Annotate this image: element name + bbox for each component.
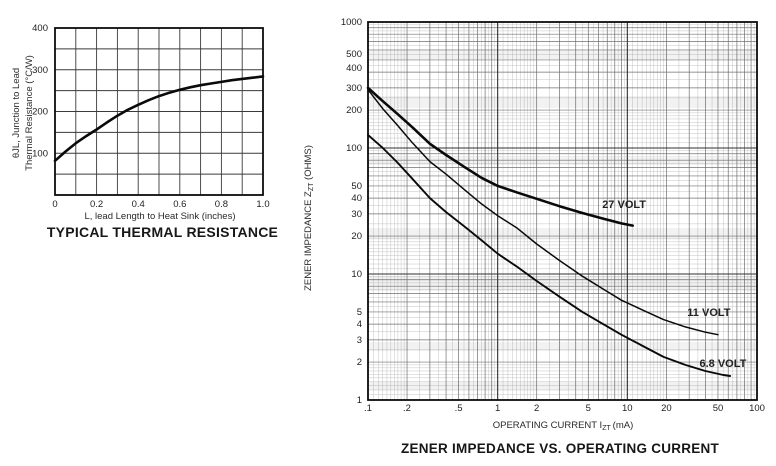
11-volt-curve: [367, 88, 719, 336]
x-tick-label: 1: [495, 403, 500, 414]
y-tick-label: 2: [357, 357, 362, 368]
scan-noise-band: [368, 342, 757, 351]
y-tick-label: 500: [346, 49, 362, 60]
x-tick-label: 0.4: [132, 199, 145, 210]
y-tick-label: 200: [346, 105, 362, 116]
x-tick-label: 10: [622, 403, 633, 414]
zener-y-axis-label-units: (OHMS): [303, 145, 314, 183]
y-tick-label: 20: [351, 231, 362, 242]
scan-noise-band: [368, 50, 757, 59]
scan-noise-band: [368, 228, 757, 239]
thermal-plot-border: [54, 27, 264, 196]
y-tick-label: 200: [32, 107, 48, 118]
x-tick-label: 2: [534, 403, 539, 414]
y-tick-label: 10: [351, 269, 362, 280]
x-tick-label: .5: [455, 403, 463, 414]
x-tick-label: 5: [586, 403, 591, 414]
scan-noise-band: [368, 382, 757, 390]
y-tick-label: 50: [351, 181, 362, 192]
6.8-volt-curve: [367, 133, 732, 377]
11-volt-curve-label: 11 VOLT: [687, 307, 730, 319]
zener-x-axis-label-units: (mA): [610, 420, 634, 431]
thermal-curves: [53, 75, 265, 163]
x-tick-label: 0.6: [173, 199, 186, 210]
y-tick-label: 30: [351, 209, 362, 220]
y-tick-label: 300: [346, 83, 362, 94]
thermal-y-axis-label-line2: Thermal Resistance (°C/W): [24, 55, 35, 171]
zener-x-axis-label: OPERATING CURRENT IZT (mA): [413, 419, 713, 435]
thermal-chart-plot: 0 0.2 0.4 0.6 0.8 1.0 100 200 300 400: [32, 23, 269, 210]
y-tick-label: 400: [346, 63, 362, 74]
zener-chart-title: ZENER IMPEDANCE VS. OPERATING CURRENT: [400, 441, 720, 456]
thermal-tick-labels: 0 0.2 0.4 0.6 0.8 1.0 100 200 300 400: [32, 23, 269, 210]
thermal-y-axis-label-line1: θJL, Junction to Lead: [11, 67, 22, 159]
y-tick-label: 100: [346, 143, 362, 154]
x-tick-label: 0.8: [215, 199, 228, 210]
y-tick-label: 40: [351, 193, 362, 204]
x-tick-label: 50: [713, 403, 724, 414]
zener-x-axis-label-subscript: ZT: [602, 425, 611, 432]
zener-y-axis-label-text: ZENER IMPEDANCE Z: [303, 191, 314, 291]
zener-y-axis-label-subscript: ZT: [308, 182, 315, 192]
zener-plot-border: [367, 21, 758, 401]
x-tick-label: 0: [52, 199, 57, 210]
27-volt-curve-label: 27 VOLT: [602, 199, 646, 211]
thermal-x-axis-label: L, lead Length to Heat Sink (inches): [84, 211, 236, 222]
x-tick-label: .2: [403, 403, 411, 414]
zener-gridlines: [367, 21, 758, 401]
6.8-volt-curve-label: 6.8 VOLT: [700, 358, 747, 370]
thermal-resistance-curve: [53, 75, 265, 163]
scan-noise-band: [368, 276, 757, 291]
y-tick-label: 300: [32, 65, 48, 76]
zener-tick-labels: .1.2.5 1 2 5 10 20 50 1001234510203040501002003…: [341, 17, 765, 414]
scan-noise-band: [368, 96, 757, 108]
zener-chart-plot: 27 VOLT 11 VOLT 6.8 VOLT .1 .2 .5 1 2 5 10 20 50 100…: [341, 17, 765, 414]
zener-curves: 27 VOLT 11 VOLT 6.8 VOLT: [366, 86, 747, 377]
zener-x-axis-label-text: OPERATING CURRENT I: [492, 420, 603, 431]
y-tick-label: 400: [32, 23, 48, 34]
zener-y-axis-label: ZENER IMPEDANCE ZZT (OHMS): [302, 118, 316, 318]
y-tick-label: 5: [357, 307, 362, 318]
x-tick-label: 1.0: [256, 199, 269, 210]
y-tick-label: 1: [357, 395, 362, 406]
x-tick-label: 0.2: [90, 199, 103, 210]
27-volt-curve: [366, 86, 634, 227]
x-tick-label: .1: [364, 403, 372, 414]
x-tick-label: 20: [661, 403, 672, 414]
y-tick-label: 3: [357, 335, 362, 346]
thermal-y-axis-label: θJL, Junction to Lead Thermal Resistance…: [10, 33, 38, 193]
x-tick-label: 100: [749, 403, 765, 414]
thermal-chart-title: TYPICAL THERMAL RESISTANCE: [46, 224, 279, 240]
scan-noise-band: [368, 158, 757, 165]
thermal-gridlines: [54, 27, 264, 196]
y-tick-label: 1000: [341, 17, 362, 28]
y-tick-label: 4: [357, 319, 362, 330]
zener-chart-panel: 27 VOLT 11 VOLT 6.8 VOLT .1 .2 .5 1 2 5 10 20 50 100…: [295, 0, 776, 466]
y-tick-label: 100: [32, 148, 48, 159]
thermal-chart-panel: 0 0.2 0.4 0.6 0.8 1.0 100 200 300 400 θJL, Juncti…: [0, 0, 300, 250]
